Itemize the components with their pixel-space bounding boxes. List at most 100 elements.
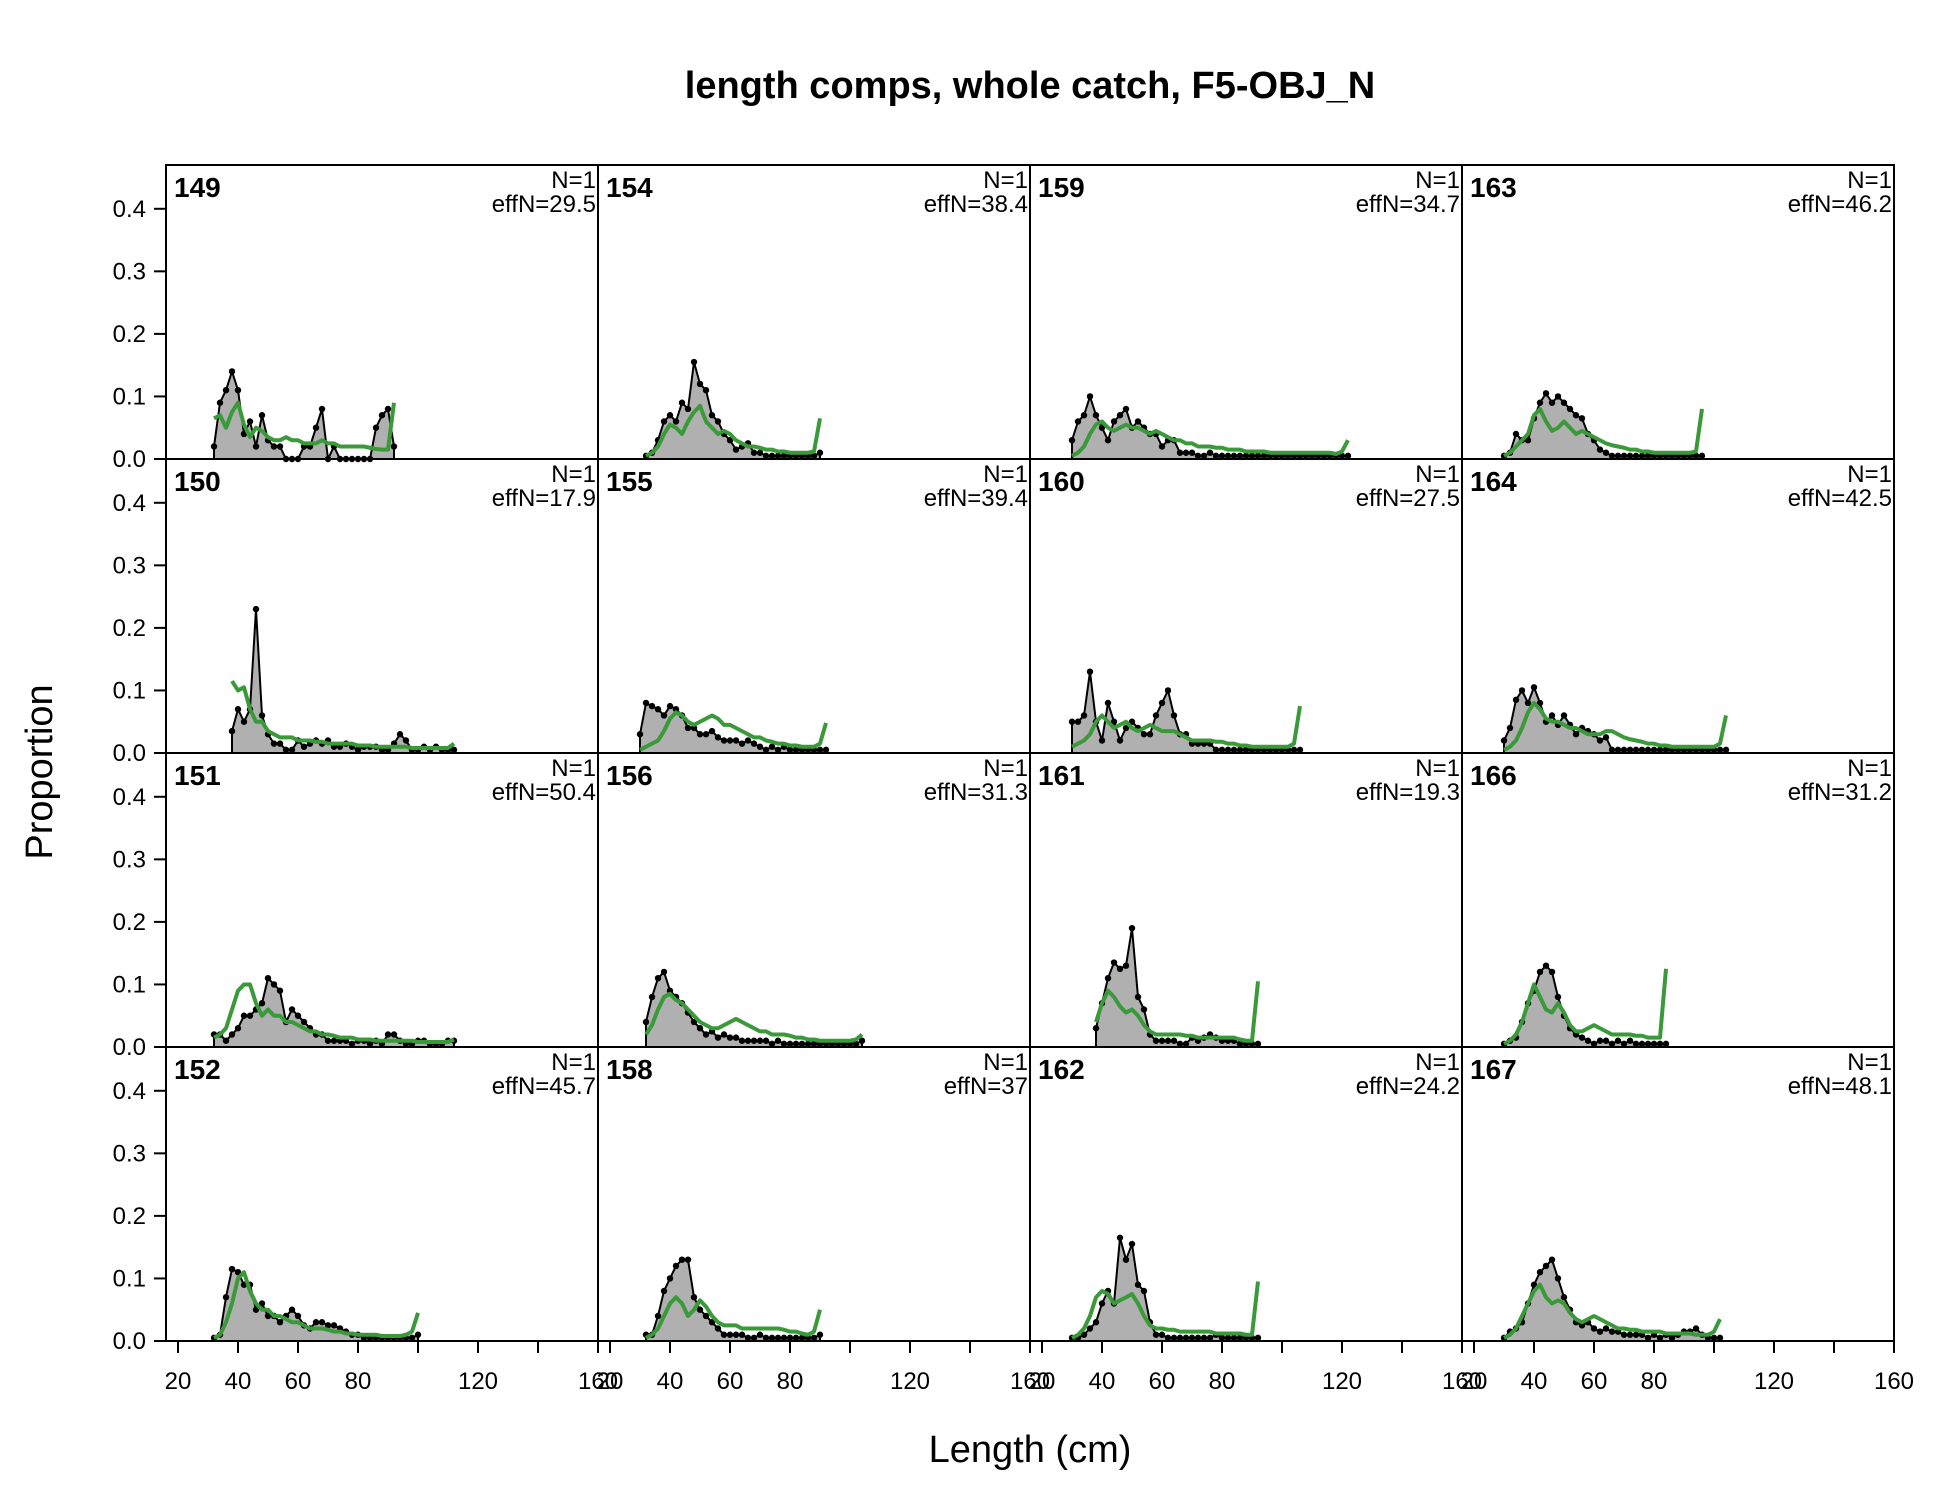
observed-point bbox=[1116, 412, 1124, 419]
observed-point bbox=[1662, 1040, 1670, 1048]
observed-point bbox=[660, 968, 668, 976]
y-tick-label: 0.1 bbox=[113, 971, 146, 998]
observed-point bbox=[1206, 449, 1214, 456]
observed-point bbox=[1500, 737, 1508, 744]
expected-line bbox=[1071, 705, 1302, 749]
observed-point bbox=[708, 1319, 716, 1326]
x-tick-label: 60 bbox=[1581, 1368, 1608, 1395]
observed-point bbox=[246, 418, 254, 425]
panel-n: N=1 bbox=[1847, 755, 1892, 782]
observed-point bbox=[372, 424, 380, 431]
observed-point bbox=[1086, 668, 1094, 675]
observed-point bbox=[696, 1025, 704, 1032]
observed-point bbox=[750, 740, 758, 747]
observed-point bbox=[774, 746, 782, 754]
observed-point bbox=[1632, 1040, 1640, 1048]
observed-point bbox=[1608, 452, 1616, 460]
observed-point bbox=[1536, 699, 1544, 707]
observed-point bbox=[1164, 1334, 1172, 1342]
panel-effn: effN=37 bbox=[944, 1073, 1028, 1100]
panel-effn: effN=38.4 bbox=[924, 191, 1028, 218]
observed-point bbox=[270, 443, 278, 450]
observed-area bbox=[1503, 684, 1727, 754]
observed-point bbox=[1158, 443, 1166, 450]
observed-point bbox=[1254, 452, 1262, 460]
observed-point bbox=[810, 1040, 818, 1048]
observed-point bbox=[858, 1037, 866, 1044]
observed-point bbox=[1554, 393, 1562, 400]
observed-point bbox=[1140, 1287, 1148, 1295]
observed-point bbox=[1116, 737, 1124, 744]
observed-point bbox=[744, 1037, 752, 1044]
observed-point bbox=[774, 452, 782, 460]
observed-point bbox=[1134, 993, 1142, 1001]
observed-point bbox=[702, 1312, 710, 1320]
observed-point bbox=[1716, 1334, 1724, 1342]
observed-point bbox=[852, 1040, 860, 1048]
expected-line bbox=[230, 679, 456, 750]
observed-point bbox=[1614, 452, 1622, 460]
observed-point bbox=[348, 1040, 356, 1048]
observed-point bbox=[1548, 712, 1556, 719]
observed-point bbox=[234, 1268, 242, 1276]
observed-point bbox=[1158, 1331, 1166, 1338]
x-tick-label: 20 bbox=[1461, 1368, 1488, 1395]
observed-point bbox=[240, 718, 248, 725]
observed-point bbox=[1590, 1040, 1598, 1048]
observed-point bbox=[1578, 415, 1586, 422]
observed-point bbox=[1140, 731, 1148, 738]
observed-point bbox=[702, 1031, 710, 1038]
observed-point bbox=[222, 1037, 230, 1044]
observed-point bbox=[804, 1040, 812, 1048]
observed-point bbox=[1218, 452, 1226, 460]
observed-point bbox=[672, 418, 680, 425]
observed-point bbox=[1260, 452, 1268, 460]
expected-line bbox=[1503, 1282, 1722, 1340]
y-tick-label: 0.0 bbox=[113, 1328, 146, 1355]
observed-point bbox=[1572, 412, 1580, 419]
observed-point bbox=[312, 1319, 320, 1326]
observed-point bbox=[1530, 1281, 1538, 1288]
observed-area bbox=[1071, 1237, 1259, 1342]
observed-point bbox=[1152, 1037, 1160, 1044]
expected-line bbox=[1503, 700, 1728, 752]
observed-point bbox=[702, 731, 710, 738]
observed-point bbox=[1068, 437, 1076, 444]
y-tick-label: 0.2 bbox=[113, 615, 146, 642]
observed-point bbox=[1542, 962, 1550, 969]
observed-point bbox=[690, 358, 698, 366]
panel-effn: effN=17.9 bbox=[492, 485, 596, 512]
observed-point bbox=[1236, 1334, 1244, 1342]
observed-point bbox=[1614, 746, 1622, 754]
observed-point bbox=[258, 1300, 266, 1307]
observed-point bbox=[732, 1331, 740, 1338]
expected-line bbox=[213, 1270, 420, 1340]
observed-point bbox=[1110, 959, 1118, 966]
observed-point bbox=[1134, 1281, 1142, 1288]
observed-point bbox=[1116, 965, 1124, 973]
x-tick-label: 80 bbox=[777, 1368, 804, 1395]
observed-point bbox=[234, 386, 242, 394]
observed-point bbox=[1578, 1322, 1586, 1329]
x-tick-label: 120 bbox=[458, 1368, 498, 1395]
observed-point bbox=[1092, 1319, 1100, 1326]
observed-point bbox=[1194, 1334, 1202, 1342]
observed-point bbox=[1536, 968, 1544, 976]
observed-point bbox=[768, 1040, 776, 1048]
x-tick-label: 60 bbox=[285, 1368, 312, 1395]
observed-point bbox=[1530, 684, 1538, 691]
x-tick-label: 40 bbox=[657, 1368, 684, 1395]
observed-point bbox=[1632, 746, 1640, 754]
y-axis-label: Proportion bbox=[19, 684, 61, 859]
x-tick-label: 40 bbox=[1089, 1368, 1116, 1395]
panel-label: 149 bbox=[174, 172, 221, 203]
observed-point bbox=[672, 706, 680, 713]
observed-point bbox=[234, 706, 242, 713]
x-axis-1: 20 40 60 80 120 160 bbox=[165, 1341, 618, 1395]
observed-point bbox=[690, 1294, 698, 1301]
panel-label: 154 bbox=[606, 172, 653, 203]
observed-point bbox=[1116, 1234, 1124, 1241]
